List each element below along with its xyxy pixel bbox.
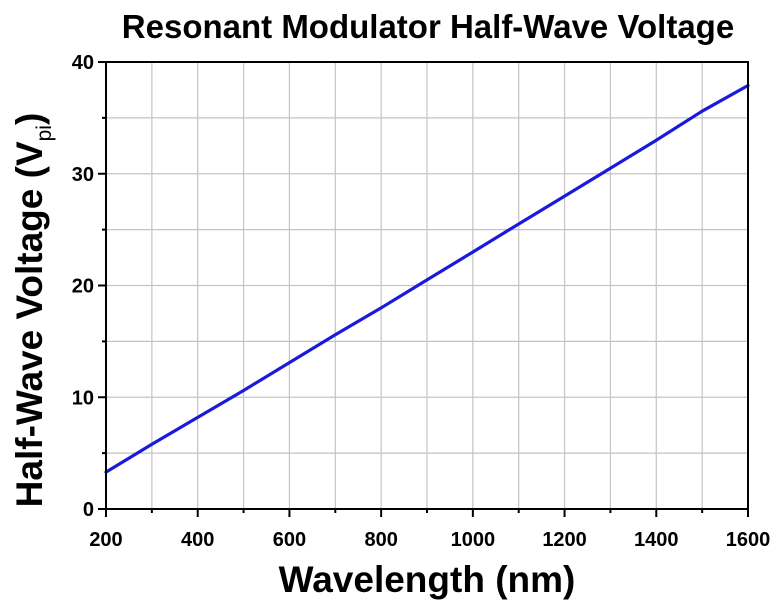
y-tick-label: 30 bbox=[72, 164, 94, 186]
series-line bbox=[104, 83, 750, 474]
x-tick-label: 600 bbox=[273, 529, 306, 551]
y-tick-label: 0 bbox=[83, 499, 94, 521]
series-layer bbox=[104, 83, 750, 474]
y-axis-title-subscript: pi bbox=[33, 125, 56, 141]
x-tick-label: 200 bbox=[89, 529, 122, 551]
x-tick-label: 1200 bbox=[542, 529, 587, 551]
x-axis-ticks: 200 400 600 800 1000 1200 1400 1600 bbox=[89, 509, 770, 551]
x-tick-label: 400 bbox=[181, 529, 214, 551]
y-axis-title-main: Half-Wave Voltage (V bbox=[9, 141, 50, 507]
y-axis-title-close: ) bbox=[9, 113, 50, 125]
x-tick-label: 1600 bbox=[726, 529, 771, 551]
y-axis-ticks: 0 10 20 30 40 bbox=[72, 52, 106, 521]
y-axis-title: Half-Wave Voltage (Vpi) bbox=[9, 113, 56, 508]
chart-title: Resonant Modulator Half-Wave Voltage bbox=[122, 8, 734, 45]
y-tick-label: 40 bbox=[72, 52, 94, 74]
x-tick-label: 1400 bbox=[634, 529, 679, 551]
y-tick-label: 20 bbox=[72, 276, 94, 298]
x-tick-label: 1000 bbox=[451, 529, 496, 551]
x-axis-title: Wavelength (nm) bbox=[279, 559, 576, 600]
grid-lines bbox=[106, 62, 748, 509]
x-tick-label: 800 bbox=[364, 529, 397, 551]
y-tick-label: 10 bbox=[72, 387, 94, 409]
